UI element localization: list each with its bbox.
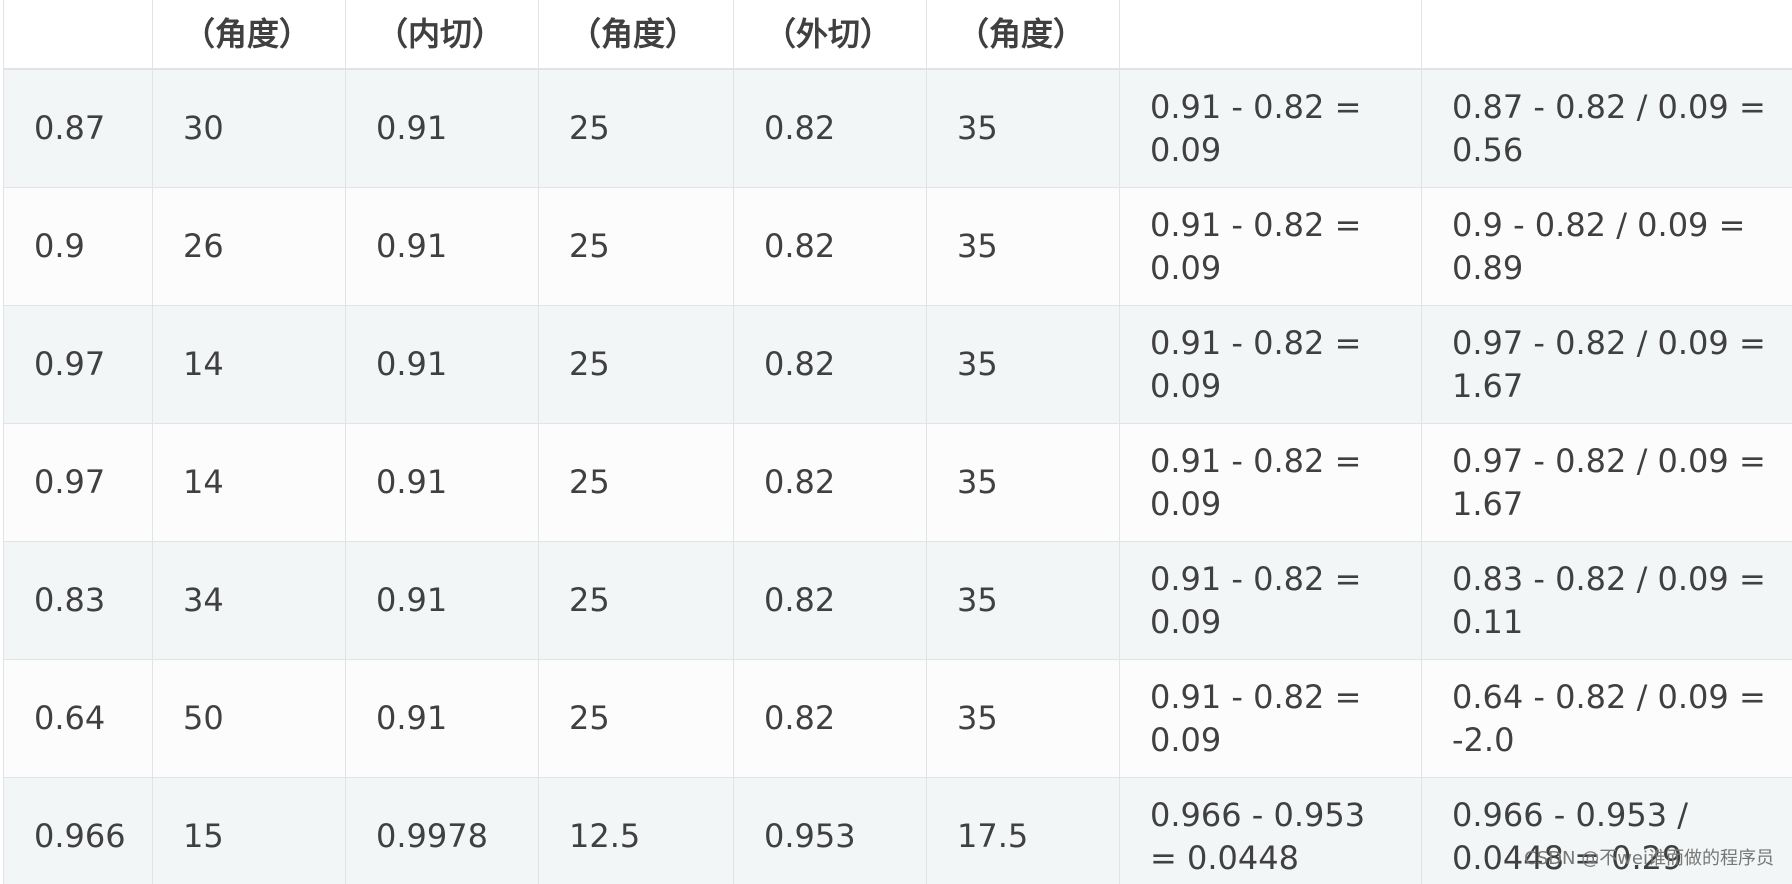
table-cell: 0.9978	[345, 777, 539, 884]
table-cell: 0.966 - 0.953 = 0.0448	[1119, 777, 1422, 884]
header-cell: （内切）	[345, 0, 539, 70]
table-cell: 35	[926, 541, 1120, 660]
header-row: （角度） （内切） （角度） （外切） （角度）	[3, 0, 1792, 70]
data-table: （角度） （内切） （角度） （外切） （角度） 0.87 30 0.91 25 0.8…	[3, 0, 1792, 884]
table-cell: 0.91	[345, 659, 539, 778]
table-cell: 12.5	[538, 777, 734, 884]
header-cell	[3, 0, 153, 70]
table-cell: 0.82	[733, 423, 927, 542]
table-cell: 25	[538, 305, 734, 424]
table-cell: 0.9	[3, 187, 153, 306]
header-cell: （外切）	[733, 0, 927, 70]
table-cell: 0.91 - 0.82 = 0.09	[1119, 68, 1422, 188]
table-cell: 0.82	[733, 305, 927, 424]
table-cell: 0.97	[3, 305, 153, 424]
table-body: 0.87 30 0.91 25 0.82 35 0.91 - 0.82 = 0.09 0.87…	[3, 68, 1792, 884]
table-cell: 0.64 - 0.82 / 0.09 = -2.0	[1421, 659, 1792, 778]
table-cell: 35	[926, 423, 1120, 542]
table-cell: 0.91	[345, 541, 539, 660]
table-cell: 0.953	[733, 777, 927, 884]
table-cell: 0.82	[733, 541, 927, 660]
header-cell: （角度）	[538, 0, 734, 70]
header-cell	[1421, 0, 1792, 70]
table-cell: 0.91 - 0.82 = 0.09	[1119, 305, 1422, 424]
table-cell: 35	[926, 659, 1120, 778]
table-cell: 0.91 - 0.82 = 0.09	[1119, 423, 1422, 542]
table-cell: 0.91	[345, 305, 539, 424]
table-cell: 0.91	[345, 423, 539, 542]
table-row: 0.83 34 0.91 25 0.82 35 0.91 - 0.82 = 0.09 0.83…	[3, 541, 1792, 660]
table-cell: 0.9 - 0.82 / 0.09 = 0.89	[1421, 187, 1792, 306]
table-cell: 0.87 - 0.82 / 0.09 = 0.56	[1421, 68, 1792, 188]
table-cell: 30	[152, 68, 346, 188]
table-row: 0.966 15 0.9978 12.5 0.953 17.5 0.966 - 0.953 …	[3, 777, 1792, 884]
table-cell: 25	[538, 423, 734, 542]
table-cell: 35	[926, 68, 1120, 188]
table-cell: 35	[926, 187, 1120, 306]
table-cell: 25	[538, 187, 734, 306]
table-cell: 0.966 - 0.953 / 0.0448 = 0.29	[1421, 777, 1792, 884]
table-cell: 25	[538, 659, 734, 778]
table-cell: 0.91 - 0.82 = 0.09	[1119, 187, 1422, 306]
table-cell: 0.82	[733, 187, 927, 306]
table-cell: 14	[152, 305, 346, 424]
table-cell: 0.91 - 0.82 = 0.09	[1119, 659, 1422, 778]
table-cell: 50	[152, 659, 346, 778]
table-cell: 0.87	[3, 68, 153, 188]
table-cell: 35	[926, 305, 1120, 424]
table-cell: 0.82	[733, 659, 927, 778]
table-cell: 34	[152, 541, 346, 660]
table-row: 0.97 14 0.91 25 0.82 35 0.91 - 0.82 = 0.09 0.97…	[3, 305, 1792, 424]
header-cell: （角度）	[152, 0, 346, 70]
table-cell: 0.83	[3, 541, 153, 660]
header-cell: （角度）	[926, 0, 1120, 70]
table-row: 0.9 26 0.91 25 0.82 35 0.91 - 0.82 = 0.09 0.9 -…	[3, 187, 1792, 306]
table-cell: 0.64	[3, 659, 153, 778]
table-row: 0.87 30 0.91 25 0.82 35 0.91 - 0.82 = 0.09 0.87…	[3, 68, 1792, 188]
table-cell: 0.91	[345, 187, 539, 306]
table-row: 0.97 14 0.91 25 0.82 35 0.91 - 0.82 = 0.09 0.97…	[3, 423, 1792, 542]
table-cell: 0.91 - 0.82 = 0.09	[1119, 541, 1422, 660]
table-cell: 0.97	[3, 423, 153, 542]
header-cell	[1119, 0, 1422, 70]
table-cell: 0.91	[345, 68, 539, 188]
table-cell: 25	[538, 68, 734, 188]
table-cell: 0.966	[3, 777, 153, 884]
table-cell: 17.5	[926, 777, 1120, 884]
table-cell: 25	[538, 541, 734, 660]
table-cell: 0.83 - 0.82 / 0.09 = 0.11	[1421, 541, 1792, 660]
table-row: 0.64 50 0.91 25 0.82 35 0.91 - 0.82 = 0.09 0.64…	[3, 659, 1792, 778]
table-cell: 0.97 - 0.82 / 0.09 = 1.67	[1421, 305, 1792, 424]
table-cell: 0.97 - 0.82 / 0.09 = 1.67	[1421, 423, 1792, 542]
table-cell: 0.82	[733, 68, 927, 188]
watermark: CSDN @不wei谁而做的程序员	[1524, 848, 1774, 869]
table-cell: 15	[152, 777, 346, 884]
table-cell: 26	[152, 187, 346, 306]
table-cell: 14	[152, 423, 346, 542]
